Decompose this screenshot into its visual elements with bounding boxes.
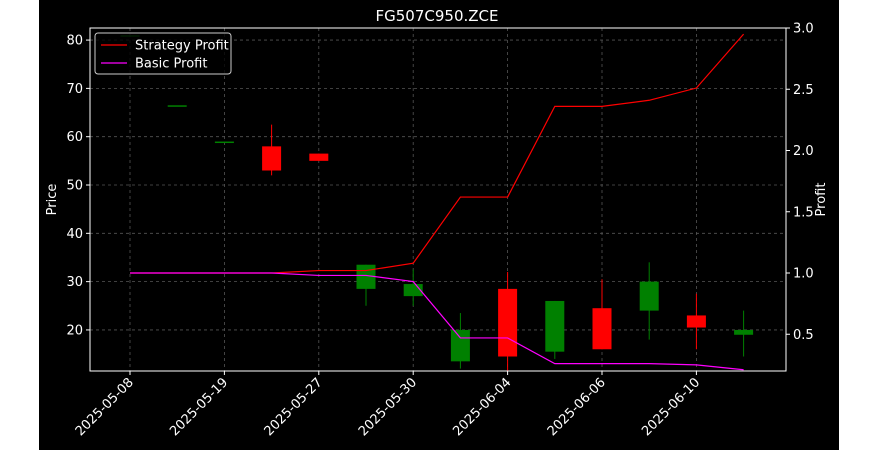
y-tick-label-left: 50	[66, 179, 83, 194]
legend-basic-profit-label: Basic Profit	[135, 57, 207, 72]
y-tick-label-left: 60	[66, 130, 83, 145]
candle-body	[214, 141, 234, 144]
grid	[90, 28, 786, 371]
y-tick-label-right: 2.0	[793, 144, 814, 159]
candle-body	[686, 315, 706, 328]
plot-frame	[89, 27, 787, 372]
candle-body	[498, 288, 518, 357]
candles	[120, 35, 754, 371]
y-tick-label-left: 40	[66, 227, 83, 242]
candle-body	[545, 300, 565, 352]
x-tick-label: 2025-05-19	[167, 375, 231, 439]
chart-title: FG507C950.ZCE	[376, 7, 499, 25]
x-tick-label: 2025-05-30	[356, 375, 420, 439]
y-tick-label-right: 0.5	[793, 328, 814, 343]
legend-box	[94, 32, 232, 75]
candlestick-chart: FG507C950.ZCE 20 30 40 50 60 70 80 0.5 1.0 1.5 2.…	[45, 7, 829, 439]
legend: Strategy Profit Basic Profit	[94, 32, 232, 75]
left-y-axis: 20 30 40 50 60 70 80	[66, 34, 90, 338]
candle-body	[734, 329, 754, 335]
x-tick-label: 2025-06-10	[639, 375, 703, 439]
y-tick-label-right: 3.0	[793, 22, 814, 37]
candle-body	[167, 105, 187, 107]
right-y-axis: 0.5 1.0 1.5 2.0 2.5 3.0	[786, 22, 814, 343]
y-tick-label-left: 20	[66, 323, 83, 338]
candle-body	[450, 329, 470, 362]
x-tick-label: 2025-05-27	[262, 375, 326, 439]
y-axis-label-right: Profit	[814, 183, 829, 217]
y-tick-label-right: 1.0	[793, 267, 814, 282]
candle-body	[262, 146, 282, 171]
x-tick-label: 2025-05-08	[73, 375, 137, 439]
y-tick-label-left: 30	[66, 275, 83, 290]
x-axis: 2025-05-08 2025-05-19 2025-05-27 2025-05-30…	[73, 371, 703, 439]
x-tick-label: 2025-06-06	[545, 375, 609, 439]
candle-body	[309, 153, 329, 161]
basic-profit-line	[130, 272, 744, 371]
chart-panel: FG507C950.ZCE 20 30 40 50 60 70 80 0.5 1.0 1.5 2.…	[39, 0, 839, 450]
y-tick-label-right: 2.5	[793, 83, 814, 98]
y-tick-label-left: 70	[66, 82, 83, 97]
x-tick-label: 2025-06-04	[450, 375, 514, 439]
profit-lines	[130, 33, 745, 371]
y-tick-label-right: 1.5	[793, 205, 814, 220]
candle-body	[592, 308, 612, 350]
y-axis-label-left: Price	[45, 184, 60, 216]
legend-strategy-profit-label: Strategy Profit	[135, 39, 229, 54]
y-tick-label-left: 80	[66, 34, 83, 49]
candle-body	[639, 281, 659, 311]
